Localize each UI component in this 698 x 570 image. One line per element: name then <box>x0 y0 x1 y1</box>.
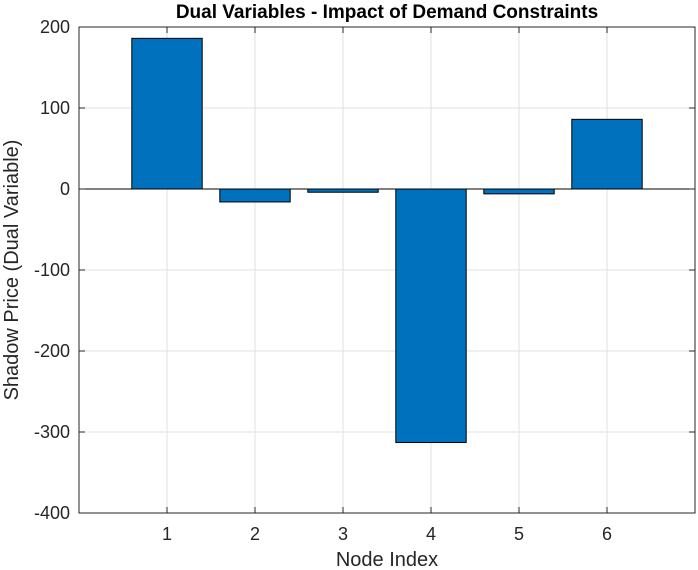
bar-node-2 <box>219 188 291 203</box>
y-tick-label: -300 <box>34 422 70 442</box>
y-tick-labels: -400 -300 -200 -100 0 100 200 <box>34 17 70 523</box>
y-tick-label: 0 <box>60 179 70 199</box>
y-axis-label: Shadow Price (Dual Variable) <box>1 140 23 401</box>
x-tick-label: 6 <box>602 524 612 544</box>
x-axis-label: Node Index <box>336 549 438 570</box>
y-tick-label: -200 <box>34 341 70 361</box>
y-tick-label: -100 <box>34 260 70 280</box>
x-tick-label: 1 <box>162 524 172 544</box>
x-tick-labels: 1 2 3 4 5 6 <box>162 524 612 544</box>
bar-node-1 <box>131 37 203 190</box>
y-tick-label: 200 <box>40 17 70 37</box>
bar-node-6 <box>571 118 643 190</box>
chart-title: Dual Variables - Impact of Demand Constr… <box>176 2 598 23</box>
y-tick-label: 100 <box>40 98 70 118</box>
bars <box>131 37 643 444</box>
bar-node-5 <box>483 188 555 195</box>
y-tick-label: -400 <box>34 503 70 523</box>
axes-box <box>78 26 696 514</box>
x-tick-label: 3 <box>338 524 348 544</box>
x-tick-label: 4 <box>426 524 436 544</box>
bar-node-4 <box>395 188 467 444</box>
x-tick-label: 2 <box>250 524 260 544</box>
x-tick-label: 5 <box>514 524 524 544</box>
